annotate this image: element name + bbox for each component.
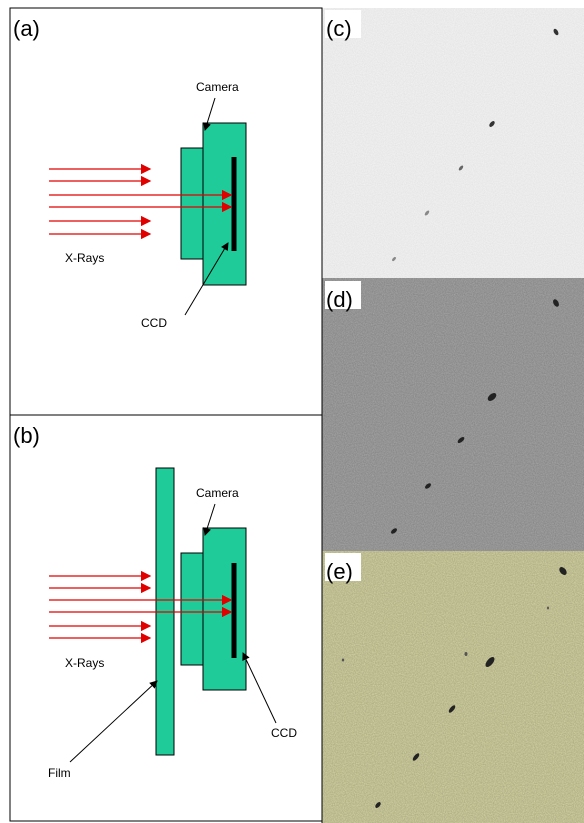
panel-label: (b) [13, 423, 40, 448]
panel-label: (c) [326, 16, 352, 41]
image-noise [322, 551, 584, 823]
x-rays-label: X-Rays [65, 656, 104, 670]
camera-body [203, 528, 246, 690]
x-rays-label: X-Rays [65, 251, 104, 265]
panel-d: (d) [322, 278, 584, 551]
panel-a: (a) Camera X-Rays CCD [10, 8, 322, 415]
figure: (a) Camera X-Rays CCD (b) [0, 0, 584, 823]
image-noise [322, 278, 584, 551]
panel-label: (a) [13, 16, 40, 41]
ccd-label: CCD [271, 726, 297, 740]
image-noise [322, 8, 584, 278]
panel-b: (b) Camera X-Rays Film CCD [10, 415, 322, 821]
ccd-label: CCD [141, 316, 167, 330]
camera-body [203, 123, 246, 285]
panel-label: (e) [326, 559, 353, 584]
camera-lens [181, 553, 203, 665]
panel-frame [10, 8, 322, 415]
camera-label: Camera [196, 486, 239, 500]
camera-label: Camera [196, 80, 239, 94]
panel-c: (c) [322, 8, 584, 278]
panel-e: (e) [322, 551, 584, 823]
panel-label: (d) [326, 287, 353, 312]
camera-lens [181, 148, 203, 259]
film-label: Film [48, 766, 71, 780]
